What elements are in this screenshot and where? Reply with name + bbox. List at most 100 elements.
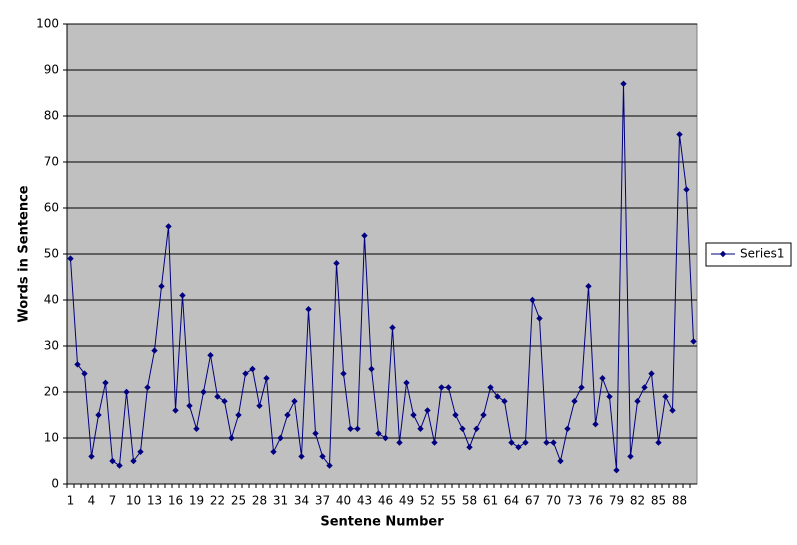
x-tick-label: 10 — [126, 494, 141, 508]
point-marker — [634, 398, 641, 405]
y-axis-title: Words in Sentence — [17, 185, 32, 322]
x-tick-label: 76 — [588, 494, 603, 508]
point-marker — [648, 370, 655, 377]
x-tick-label: 58 — [462, 494, 477, 508]
x-tick-label: 49 — [399, 494, 414, 508]
point-marker — [690, 338, 697, 345]
point-marker — [375, 430, 382, 437]
point-marker — [403, 379, 410, 386]
point-marker — [207, 352, 214, 359]
point-marker — [543, 439, 550, 446]
point-marker — [151, 347, 158, 354]
point-marker — [186, 402, 193, 409]
point-marker — [67, 255, 74, 262]
x-tick-label: 1 — [67, 494, 75, 508]
point-marker — [515, 444, 522, 451]
point-marker — [81, 370, 88, 377]
x-tick-label: 16 — [168, 494, 183, 508]
x-tick-label: 19 — [189, 494, 204, 508]
point-marker — [578, 384, 585, 391]
point-marker — [228, 434, 235, 442]
x-tick-label: 28 — [252, 494, 267, 508]
point-marker — [256, 402, 263, 409]
series-line — [70, 83, 694, 471]
point-marker — [536, 315, 543, 322]
x-tick-label: 25 — [231, 494, 246, 508]
point-marker — [214, 393, 221, 400]
point-marker — [291, 398, 298, 405]
point-marker — [557, 457, 564, 465]
point-marker — [417, 425, 424, 432]
x-tick-label: 82 — [630, 494, 645, 508]
point-marker — [564, 425, 571, 432]
point-marker — [88, 453, 95, 460]
point-marker — [655, 439, 662, 446]
point-marker — [487, 384, 494, 391]
legend-box — [705, 242, 792, 267]
point-marker — [179, 292, 186, 299]
legend-label: Series1 — [740, 247, 785, 261]
point-marker — [235, 411, 242, 419]
y-tick-label: 40 — [44, 293, 59, 307]
point-marker — [242, 370, 249, 377]
point-marker — [200, 388, 207, 396]
point-marker — [452, 411, 459, 419]
point-marker — [305, 306, 312, 313]
y-tick-label: 90 — [44, 63, 59, 77]
point-marker — [620, 80, 627, 87]
point-marker — [424, 407, 431, 414]
point-marker — [354, 425, 361, 432]
x-tick-label: 61 — [483, 494, 498, 508]
x-tick-label: 55 — [441, 494, 456, 508]
point-marker — [130, 457, 137, 465]
x-tick-label: 67 — [525, 494, 540, 508]
point-marker — [585, 283, 592, 290]
legend-marker — [719, 250, 727, 258]
point-marker — [165, 223, 172, 230]
point-marker — [137, 448, 144, 455]
point-marker — [613, 467, 620, 474]
x-tick-label: 88 — [672, 494, 687, 508]
point-marker — [669, 407, 676, 414]
point-marker — [508, 439, 515, 446]
point-marker — [172, 407, 179, 414]
point-marker — [592, 421, 599, 428]
point-marker — [123, 388, 130, 396]
point-marker — [522, 439, 529, 446]
point-marker — [158, 283, 165, 290]
point-marker — [438, 384, 445, 391]
point-marker — [662, 393, 669, 400]
point-marker — [501, 398, 508, 405]
point-marker — [284, 411, 291, 419]
y-tick-label: 100 — [36, 17, 59, 31]
x-tick-label: 13 — [147, 494, 162, 508]
x-axis-title: Sentene Number — [320, 515, 444, 530]
x-tick-label: 31 — [273, 494, 288, 508]
point-marker — [193, 425, 200, 432]
point-marker — [473, 425, 480, 432]
point-marker — [221, 398, 228, 405]
point-marker — [74, 361, 81, 368]
y-tick-label: 0 — [51, 477, 59, 491]
y-tick-label: 60 — [44, 201, 59, 215]
x-tick-label: 85 — [651, 494, 666, 508]
point-marker — [109, 457, 116, 465]
x-tick-label: 4 — [88, 494, 96, 508]
y-tick-label: 30 — [44, 339, 59, 353]
point-marker — [445, 384, 452, 391]
point-marker — [466, 444, 473, 451]
point-marker — [263, 375, 270, 382]
point-marker — [550, 439, 557, 446]
point-marker — [249, 365, 256, 373]
point-marker — [382, 434, 389, 442]
point-marker — [389, 324, 396, 331]
point-marker — [368, 365, 375, 373]
point-marker — [599, 375, 606, 382]
x-tick-label: 70 — [546, 494, 561, 508]
point-marker — [333, 260, 340, 267]
x-tick-label: 7 — [109, 494, 117, 508]
point-marker — [277, 434, 284, 442]
point-marker — [102, 379, 109, 386]
y-tick-label: 70 — [44, 155, 59, 169]
